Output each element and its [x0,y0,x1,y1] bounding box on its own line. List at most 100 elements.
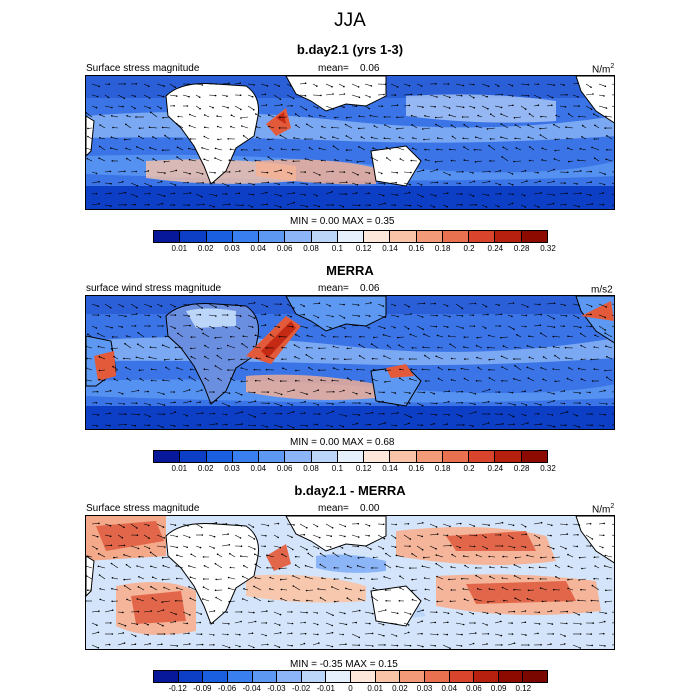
wind-vector [390,171,398,173]
wind-vector-head [123,526,125,529]
wind-vector-head [346,565,349,568]
wind-vector [611,633,614,635]
wind-vector-head [553,425,556,428]
wind-vector [104,171,111,173]
wind-vector-head [228,405,230,407]
wind-vector-head [97,414,100,416]
wind-vector-head [383,327,386,330]
wind-vector-head [371,357,374,360]
wind-vector [598,325,606,331]
wind-vector-head [291,148,294,151]
wind-vector-head [332,204,334,206]
wind-vector-head [409,644,412,647]
colorbar-tick-label: 0.08 [303,464,319,473]
wind-vector-head [472,642,475,645]
wind-vector-head [462,327,464,329]
wind-vector-head [163,537,165,539]
wind-vector-head [411,553,413,555]
wind-vector-head [358,115,361,117]
wind-vector-head [213,610,216,612]
wind-vector-head [487,400,490,403]
wind-vector [99,146,106,151]
wind-vector-head [306,327,308,329]
wind-vector [572,523,580,526]
wind-vector-head [331,586,333,588]
wind-vector [229,553,236,558]
wind-vector [555,149,561,151]
wind-vector-head [409,545,411,547]
wind-vector [373,147,379,151]
wind-vector [325,191,333,195]
wind-vector-head [112,126,114,129]
wind-vector [546,83,555,86]
wind-vector-head [487,194,490,197]
wind-vector [358,556,366,559]
wind-vector-head [371,378,374,380]
wind-vector-head [436,533,439,535]
panel-1-units: N/m2 [592,63,615,76]
wind-vector-head [553,326,556,328]
wind-vector [559,193,567,195]
wind-vector-head [317,324,319,327]
wind-vector [611,402,614,405]
wind-vector [333,145,340,151]
wind-vector-head [551,524,553,527]
wind-vector [403,303,410,308]
colorbar-tick-label: 0.32 [540,244,556,253]
wind-vector [254,554,262,558]
wind-vector-head [551,96,554,99]
wind-vector-head [436,168,439,171]
wind-vector [333,367,340,371]
wind-vector [403,105,410,107]
wind-vector [546,314,555,319]
wind-vector-head [136,598,139,600]
wind-vector [91,83,100,87]
wind-vector-head [278,624,281,626]
wind-vector [169,424,175,427]
wind-vector-head [356,368,359,371]
wind-vector [273,391,282,395]
wind-vector-head [411,347,414,349]
wind-vector-head [553,393,555,395]
wind-vector-head [448,335,450,337]
wind-vector [598,621,605,624]
wind-vector-head [370,85,373,87]
panel-1-variable-label: Surface stress magnitude [86,63,200,74]
wind-vector-head [316,623,319,626]
wind-vector [390,104,398,107]
wind-vector [241,125,249,129]
wind-vector [533,402,541,406]
wind-vector [403,204,411,206]
wind-vector [217,553,223,558]
wind-vector [99,356,106,360]
wind-vector [605,600,613,603]
colorbar-cell [521,451,547,462]
wind-vector [494,611,501,615]
wind-vector-head [240,358,242,361]
wind-vector-head [386,157,388,159]
wind-vector-head [589,194,592,196]
wind-vector [424,577,431,580]
wind-vector-head [186,105,189,107]
wind-vector-head [121,393,124,395]
wind-vector [377,325,385,329]
wind-vector [501,366,509,371]
wind-vector-head [474,632,477,634]
wind-vector-head [214,562,217,565]
wind-vector [559,643,565,646]
wind-vector [190,369,197,371]
wind-vector [320,564,327,569]
wind-vector-head [383,116,386,118]
wind-vector [396,555,405,558]
wind-vector-head [550,534,552,537]
wind-vector-head [500,620,502,623]
wind-vector [507,171,513,175]
colorbar-tick-label: -0.04 [242,684,261,693]
wind-vector [319,115,327,118]
wind-vector [260,633,267,636]
wind-vector [325,93,334,96]
wind-vector [308,553,314,558]
wind-vector [455,105,464,108]
wind-vector-head [240,305,242,307]
wind-vector-head [463,377,466,380]
